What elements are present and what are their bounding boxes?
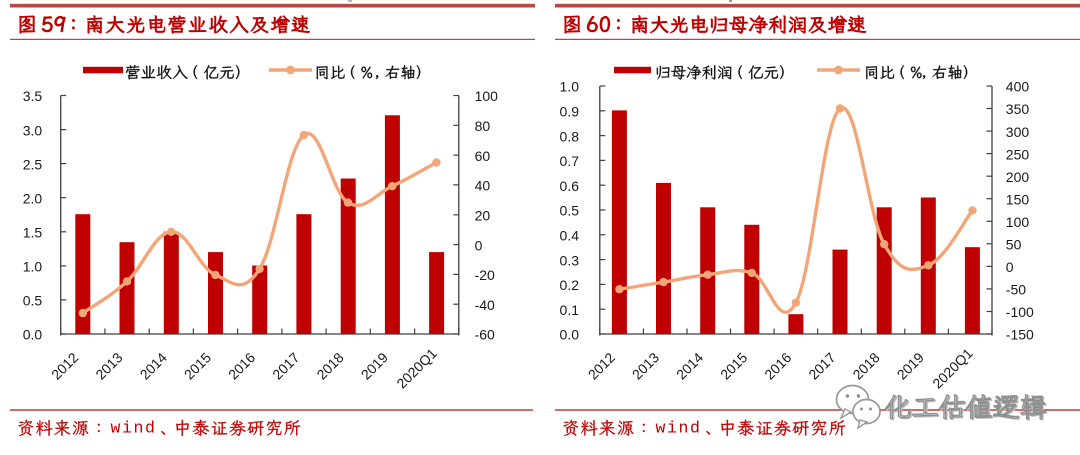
svg-text:2014: 2014 <box>673 349 706 382</box>
svg-text:100: 100 <box>1006 214 1030 230</box>
svg-text:2016: 2016 <box>761 349 794 382</box>
svg-text:2013: 2013 <box>629 349 662 382</box>
svg-text:100: 100 <box>475 88 499 104</box>
svg-text:-50: -50 <box>1006 282 1026 298</box>
svg-text:1.5: 1.5 <box>23 225 43 241</box>
svg-text:50: 50 <box>1006 237 1022 253</box>
svg-text:0.9: 0.9 <box>560 104 580 120</box>
svg-text:2018: 2018 <box>849 349 882 382</box>
svg-text:2018: 2018 <box>313 349 346 382</box>
svg-text:-20: -20 <box>475 267 495 283</box>
svg-text:0.4: 0.4 <box>560 228 580 244</box>
svg-text:2017: 2017 <box>805 349 838 382</box>
svg-text:0: 0 <box>475 237 483 253</box>
svg-text:150: 150 <box>1006 191 1030 207</box>
svg-text:0: 0 <box>1006 259 1014 275</box>
svg-text:0.8: 0.8 <box>560 128 580 144</box>
svg-text:2014: 2014 <box>137 349 170 382</box>
svg-text:-60: -60 <box>475 327 495 343</box>
svg-text:0.5: 0.5 <box>560 203 580 219</box>
svg-text:0.6: 0.6 <box>560 178 580 194</box>
svg-text:250: 250 <box>1006 146 1030 162</box>
svg-text:2013: 2013 <box>92 349 125 382</box>
svg-text:0.2: 0.2 <box>560 277 580 293</box>
svg-text:2019: 2019 <box>894 349 927 382</box>
svg-text:0.0: 0.0 <box>23 327 43 343</box>
svg-text:2020Q1: 2020Q1 <box>929 345 976 392</box>
svg-text:350: 350 <box>1006 101 1030 117</box>
svg-text:2.5: 2.5 <box>23 156 43 172</box>
svg-text:2015: 2015 <box>717 349 750 382</box>
svg-text:-150: -150 <box>1006 327 1034 343</box>
svg-text:wind: wind <box>656 419 702 438</box>
svg-text:200: 200 <box>1006 169 1030 185</box>
svg-text:80: 80 <box>475 118 491 134</box>
svg-text:2012: 2012 <box>585 349 618 382</box>
svg-text:0.0: 0.0 <box>560 327 580 343</box>
svg-text:2.0: 2.0 <box>23 190 43 206</box>
svg-text:40: 40 <box>475 178 491 194</box>
svg-text:300: 300 <box>1006 124 1030 140</box>
svg-text:60: 60 <box>475 148 491 164</box>
svg-text:2020Q1: 2020Q1 <box>393 345 440 392</box>
svg-text:1.0: 1.0 <box>560 79 580 95</box>
svg-text:2015: 2015 <box>181 349 214 382</box>
svg-text:0.3: 0.3 <box>560 252 580 268</box>
svg-text:-40: -40 <box>475 297 495 313</box>
svg-text:3.5: 3.5 <box>23 88 43 104</box>
svg-text:-100: -100 <box>1006 304 1034 320</box>
svg-text:2019: 2019 <box>358 349 391 382</box>
svg-text:20: 20 <box>475 207 491 223</box>
svg-text:0.1: 0.1 <box>560 302 580 318</box>
svg-text:2017: 2017 <box>269 349 302 382</box>
svg-text:0.5: 0.5 <box>23 293 43 309</box>
svg-text:2016: 2016 <box>225 349 258 382</box>
svg-text:400: 400 <box>1006 79 1030 95</box>
svg-text:2012: 2012 <box>48 349 81 382</box>
svg-text:1.0: 1.0 <box>23 259 43 275</box>
svg-text:0.7: 0.7 <box>560 153 580 169</box>
svg-text:wind: wind <box>111 419 157 438</box>
svg-text:3.0: 3.0 <box>23 122 43 138</box>
